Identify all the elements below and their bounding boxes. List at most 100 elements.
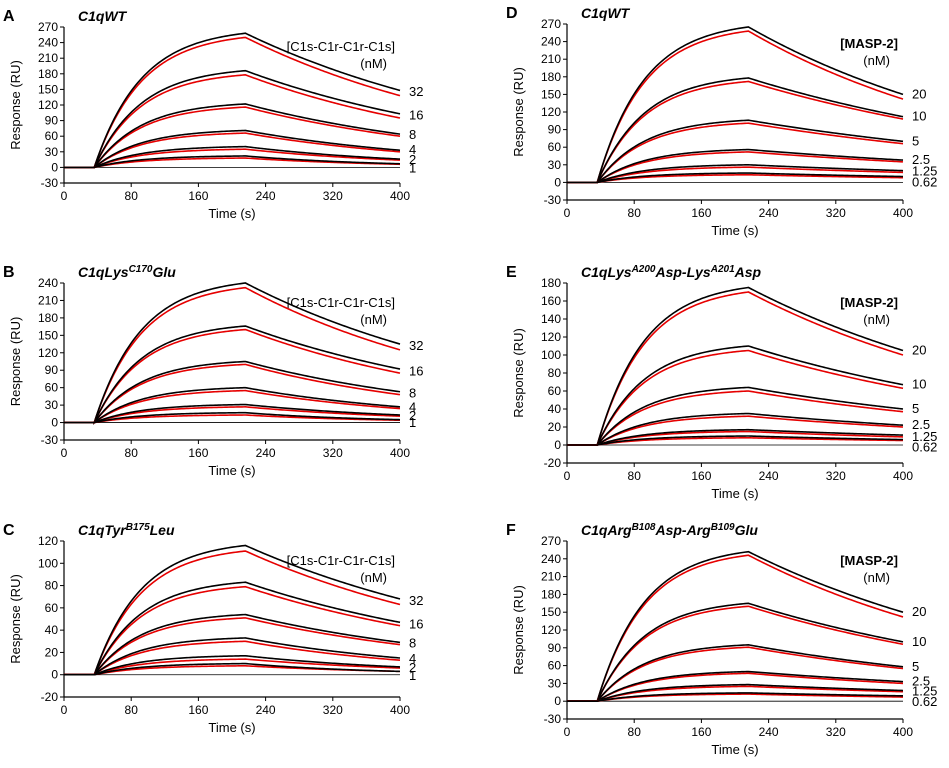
x-tick-label: 0 <box>61 703 68 717</box>
y-tick-label: 150 <box>541 87 561 101</box>
y-tick-label: 160 <box>541 294 561 308</box>
x-tick-label: 320 <box>323 446 343 460</box>
data-curve-5 <box>567 119 904 184</box>
data-curve-4 <box>64 386 401 425</box>
series-label: 0.62 <box>912 694 937 709</box>
x-tick-label: 400 <box>390 446 410 460</box>
series-label: 16 <box>409 617 423 632</box>
data-curve-1.25 <box>567 163 904 184</box>
data-curve-1 <box>64 662 401 676</box>
fit-curve-1.25 <box>567 166 904 184</box>
y-tick-label: 90 <box>548 123 562 137</box>
x-axis-title: Time (s) <box>208 206 255 221</box>
series-label: 1 <box>409 415 416 430</box>
legend-units: (nM) <box>863 53 890 68</box>
data-curve-2 <box>64 403 401 424</box>
x-tick-label: 240 <box>256 189 276 203</box>
fit-curve-4 <box>64 640 401 676</box>
fit-curve-32 <box>64 550 401 676</box>
y-tick-label: 120 <box>38 98 58 112</box>
fit-curve-0.62 <box>567 436 904 446</box>
y-tick-label: 90 <box>45 114 59 128</box>
data-curve-20 <box>567 550 904 702</box>
legend-units: (nM) <box>360 56 387 71</box>
x-tick-label: 80 <box>125 446 139 460</box>
series-label: 32 <box>409 84 423 99</box>
data-curve-32 <box>64 282 401 424</box>
x-tick-label: 80 <box>628 469 642 483</box>
fit-curve-16 <box>64 74 401 169</box>
series-label: 2.5 <box>912 417 930 432</box>
panel-title: C1qWT <box>581 5 631 21</box>
data-curve-8 <box>64 103 401 169</box>
fit-curve-16 <box>64 328 401 424</box>
y-axis-title: Response (RU) <box>8 60 23 150</box>
y-tick-label: 80 <box>45 579 59 593</box>
data-curve-2 <box>64 654 401 676</box>
y-axis-title: Response (RU) <box>511 328 526 418</box>
x-tick-label: 320 <box>323 189 343 203</box>
data-curve-2.5 <box>567 148 904 184</box>
panel-title: C1qLysA200Asp-LysA201Asp <box>581 264 762 281</box>
data-curve-32 <box>64 32 401 169</box>
x-tick-label: 320 <box>826 469 846 483</box>
y-tick-label: 270 <box>541 534 561 548</box>
data-curve-32 <box>64 544 401 676</box>
series-label: 8 <box>409 385 416 400</box>
fit-curve-10 <box>567 80 904 184</box>
y-axis-title: Response (RU) <box>8 574 23 664</box>
x-tick-label: 240 <box>759 206 779 220</box>
y-tick-label: 150 <box>38 328 58 342</box>
data-curve-1.25 <box>567 428 904 446</box>
legend-title: [MASP-2] <box>840 553 898 568</box>
x-tick-label: 400 <box>893 469 913 483</box>
data-curve-2.5 <box>567 670 904 702</box>
y-tick-label: 120 <box>38 534 58 548</box>
fit-curve-20 <box>567 554 904 702</box>
series-label: 32 <box>409 338 423 353</box>
x-tick-label: 160 <box>188 703 208 717</box>
y-tick-label: 140 <box>541 312 561 326</box>
panel-title: C1qWT <box>78 8 128 24</box>
y-tick-label: -20 <box>41 690 59 704</box>
fit-curve-10 <box>567 605 904 702</box>
series-label: 0.62 <box>912 440 937 455</box>
panel-letter: A <box>3 8 15 25</box>
fit-curve-5 <box>567 390 904 446</box>
fit-curve-2.5 <box>567 672 904 702</box>
fit-curve-8 <box>64 363 401 425</box>
fit-curve-2.5 <box>567 415 904 446</box>
series-label: 1.25 <box>912 684 937 699</box>
series-label: 20 <box>912 86 926 101</box>
y-tick-label: 0 <box>51 416 58 430</box>
x-tick-label: 0 <box>61 189 68 203</box>
y-tick-label: 210 <box>541 52 561 66</box>
fit-curve-1 <box>64 414 401 424</box>
x-tick-label: 0 <box>564 469 571 483</box>
series-label: 4 <box>409 142 416 157</box>
fit-curve-2 <box>64 658 401 676</box>
legend-units: (nM) <box>863 312 890 327</box>
series-label: 8 <box>409 127 416 142</box>
panel-letter: F <box>506 522 516 539</box>
x-tick-label: 240 <box>256 446 276 460</box>
series-label: 1.25 <box>912 429 937 444</box>
series-label: 2 <box>409 152 416 167</box>
x-tick-label: 80 <box>125 703 139 717</box>
y-tick-label: 240 <box>38 276 58 290</box>
y-tick-label: 40 <box>548 402 562 416</box>
y-tick-label: 240 <box>541 552 561 566</box>
y-tick-label: 180 <box>541 587 561 601</box>
fit-curve-4 <box>64 389 401 425</box>
data-curve-16 <box>64 581 401 676</box>
x-tick-label: 240 <box>759 725 779 739</box>
fit-curve-20 <box>567 30 904 184</box>
y-tick-label: 240 <box>541 35 561 49</box>
data-curve-16 <box>64 325 401 424</box>
panel-letter: C <box>3 522 15 539</box>
series-label: 4 <box>409 399 416 414</box>
series-label: 10 <box>912 634 926 649</box>
y-tick-label: -30 <box>544 712 562 726</box>
